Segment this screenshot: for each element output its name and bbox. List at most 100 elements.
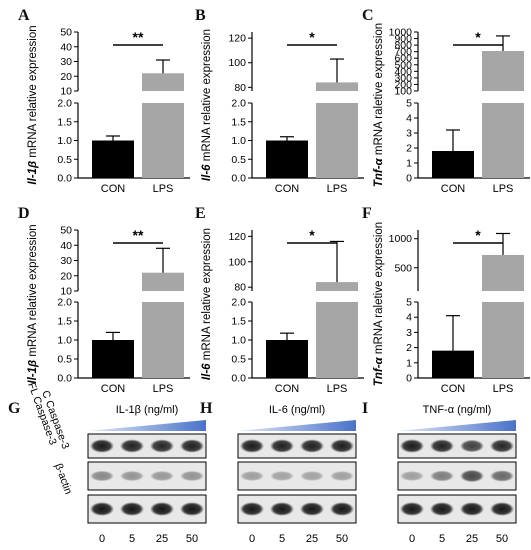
blot-band [90, 502, 114, 516]
bar-con [92, 340, 134, 378]
y-tick-label: 900 [394, 33, 412, 45]
blot-band [330, 470, 354, 482]
y-tick-label: 3 [406, 327, 412, 339]
y-tick-label: 0 [406, 373, 412, 385]
y-tick-label: 200 [394, 79, 412, 91]
y-axis-title: Tnf-α mRNA raletive expression [373, 23, 385, 187]
y-tick-label: 400 [394, 66, 412, 78]
x-tick-label: LPS [493, 183, 514, 195]
blot-band [180, 439, 204, 453]
panel-label: A [18, 7, 30, 24]
gene-name: Il-6 [201, 363, 213, 380]
y-axis-title-text: mRNA relative expression [27, 25, 39, 161]
blot-band [90, 470, 114, 482]
blot-band [90, 439, 114, 453]
panel-label: D [18, 205, 30, 222]
significance-marker: ** [133, 227, 144, 243]
x-tick-label: LPS [153, 383, 174, 395]
blot-band [460, 439, 484, 453]
y-tick-label: 4 [406, 113, 412, 125]
y-tick-label: 0.0 [231, 173, 246, 185]
blot-title: IL-6 (ng/ml) [269, 404, 325, 416]
y-axis-title: Il-1β mRNA relative expression [27, 25, 39, 184]
panel-label: C [362, 7, 374, 24]
bar-con [266, 140, 308, 178]
y-tick-label: 1 [406, 158, 412, 170]
y-tick-label: 1000 [389, 233, 413, 245]
chart-panel-f: F 0 1 2 3 4 5 500 1000 Tnf-α mRNA raletive expres… [362, 205, 530, 395]
bar-lps-upper [482, 254, 524, 291]
x-tick-label: CON [101, 383, 126, 395]
blot-band [490, 439, 514, 453]
blot-band [120, 439, 144, 453]
y-tick-label: 100 [228, 57, 246, 69]
bar-lps-lower [142, 103, 184, 178]
y-tick-label: 0.0 [57, 173, 72, 185]
blot-band [240, 502, 264, 516]
chart-panel-e: E 0.0 0.5 1.0 1.5 2.0 80 100 120 Il-6 mRNA relati… [195, 205, 364, 395]
blot-panel-h: H IL-6 (ng/ml) 0 5 25 50 [200, 400, 357, 545]
blot-band [120, 502, 144, 516]
y-tick-label: 500 [394, 262, 412, 274]
y-tick-label: 40 [60, 240, 72, 252]
y-tick-label: 0 [406, 173, 412, 185]
blot-band [300, 502, 324, 516]
y-tick-label: 120 [228, 231, 246, 243]
x-tick-label: CON [275, 383, 300, 395]
dose-label: 5 [129, 533, 135, 545]
y-axis-title-text: mRNA raletive expression [373, 222, 385, 358]
y-tick-label: 300 [394, 72, 412, 84]
y-tick-label: 0.0 [231, 373, 246, 385]
y-axis-title: Il-1β mRNA relative expression [27, 224, 39, 383]
dose-ramp [88, 420, 206, 431]
blot-band [430, 502, 454, 516]
blot-band [490, 470, 514, 482]
y-tick-label: 80 [234, 82, 246, 94]
blot-band [300, 439, 324, 453]
y-tick-label: 2.0 [231, 297, 246, 309]
bar-lps-upper [316, 282, 358, 291]
blot-title: TNF-α (ng/ml) [423, 404, 492, 416]
blot-row-label: β-actin [52, 462, 74, 496]
y-tick-label: 20 [60, 71, 72, 83]
blot-panel-g: G IL-1β (ng/ml)FL Caspase-3C Caspase-3β-a… [8, 381, 207, 545]
x-tick-label: CON [441, 383, 466, 395]
panel-label: G [8, 400, 21, 417]
blot-band [180, 470, 204, 482]
y-tick-label: 10 [60, 286, 72, 298]
x-tick-label: LPS [327, 183, 348, 195]
y-tick-label: 1.0 [231, 335, 246, 347]
y-axis-title: Il-6 mRNA relative expression [201, 29, 213, 181]
bar-lps-upper [142, 73, 184, 91]
blot-band [400, 439, 424, 453]
y-tick-label: 800 [394, 40, 412, 52]
gene-name: Tnf-α [373, 356, 385, 386]
x-tick-label: CON [441, 183, 466, 195]
y-tick-label: 1.5 [231, 316, 246, 328]
blot-band [460, 469, 484, 483]
blot-panel-i: I TNF-α (ng/ml) 0 5 25 50 [362, 400, 517, 545]
x-tick-label: CON [101, 183, 126, 195]
gene-name: Tnf-α [373, 157, 385, 187]
x-tick-label: LPS [153, 183, 174, 195]
x-tick-label: LPS [493, 383, 514, 395]
bar-lps-lower [482, 103, 524, 178]
y-tick-label: 0.5 [57, 154, 72, 166]
bar-lps-upper [142, 272, 184, 291]
y-tick-label: 50 [60, 225, 72, 237]
y-tick-label: 80 [234, 282, 246, 294]
panel-label: B [195, 7, 206, 24]
panel-label: E [195, 205, 206, 222]
gene-name: Il-6 [201, 164, 213, 181]
y-tick-label: 2.0 [231, 98, 246, 110]
y-tick-label: 4 [406, 312, 412, 324]
y-tick-label: 1.0 [231, 135, 246, 147]
dose-label: 0 [249, 533, 255, 545]
y-axis-title: Tnf-α mRNA raletive expression [373, 222, 385, 386]
y-tick-label: 30 [60, 255, 72, 267]
y-tick-label: 100 [394, 86, 412, 98]
dose-label: 25 [156, 533, 168, 545]
y-tick-label: 0.5 [231, 154, 246, 166]
